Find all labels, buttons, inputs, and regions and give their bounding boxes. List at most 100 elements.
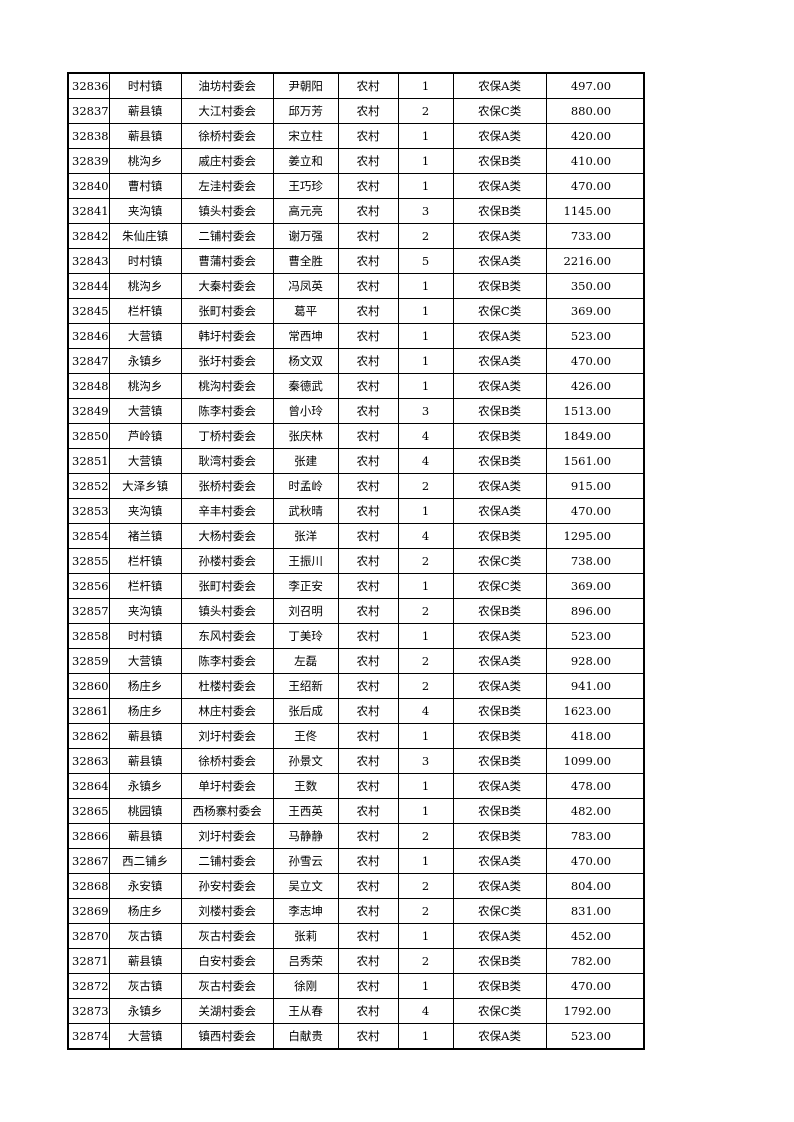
insurance-category-cell: 农保A类 [452, 873, 547, 899]
record-id-cell: 32865 [67, 798, 110, 824]
household-type-cell: 农村 [337, 648, 399, 674]
household-type-cell: 农村 [337, 72, 399, 99]
family-size-cell: 4 [397, 698, 454, 724]
household-type-cell: 农村 [337, 998, 399, 1024]
family-size-cell: 1 [397, 573, 454, 599]
family-size-cell: 1 [397, 798, 454, 824]
person-name-cell: 徐刚 [272, 973, 339, 999]
record-id-cell: 32844 [67, 273, 110, 299]
record-id-cell: 32848 [67, 373, 110, 399]
family-size-cell: 4 [397, 523, 454, 549]
town-cell: 永安镇 [108, 873, 182, 899]
village-committee-cell: 孙楼村委会 [180, 548, 274, 574]
village-committee-cell: 桃沟村委会 [180, 373, 274, 399]
insurance-category-cell: 农保C类 [452, 98, 547, 124]
person-name-cell: 白献贵 [272, 1023, 339, 1050]
household-type-cell: 农村 [337, 223, 399, 249]
record-id-cell: 32853 [67, 498, 110, 524]
amount-cell: 426.00 [545, 373, 645, 399]
household-type-cell: 农村 [337, 148, 399, 174]
table-row: 32856 栏杆镇 张町村委会 李正安 农村 1 农保C类 369.00 [67, 573, 645, 599]
household-type-cell: 农村 [337, 773, 399, 799]
table-row: 32872 灰古镇 灰古村委会 徐刚 农村 1 农保B类 470.00 [67, 973, 645, 999]
village-committee-cell: 油坊村委会 [180, 72, 274, 99]
insurance-category-cell: 农保A类 [452, 173, 547, 199]
village-committee-cell: 张町村委会 [180, 298, 274, 324]
person-name-cell: 姜立和 [272, 148, 339, 174]
village-committee-cell: 孙安村委会 [180, 873, 274, 899]
insurance-category-cell: 农保B类 [452, 198, 547, 224]
table-row: 32869 杨庄乡 刘楼村委会 李志坤 农村 2 农保C类 831.00 [67, 898, 645, 924]
family-size-cell: 2 [397, 648, 454, 674]
village-committee-cell: 刘圩村委会 [180, 823, 274, 849]
table-row: 32846 大营镇 韩圩村委会 常西坤 农村 1 农保A类 523.00 [67, 323, 645, 349]
table-row: 32847 永镇乡 张圩村委会 杨文双 农村 1 农保A类 470.00 [67, 348, 645, 374]
person-name-cell: 吕秀荣 [272, 948, 339, 974]
table-row: 32853 夹沟镇 辛丰村委会 武秋晴 农村 1 农保A类 470.00 [67, 498, 645, 524]
table-row: 32867 西二铺乡 二铺村委会 孙雪云 农村 1 农保A类 470.00 [67, 848, 645, 874]
amount-cell: 782.00 [545, 948, 645, 974]
insurance-category-cell: 农保B类 [452, 423, 547, 449]
person-name-cell: 王数 [272, 773, 339, 799]
family-size-cell: 1 [397, 298, 454, 324]
person-name-cell: 孙景文 [272, 748, 339, 774]
insurance-category-cell: 农保C类 [452, 898, 547, 924]
household-type-cell: 农村 [337, 248, 399, 274]
person-name-cell: 王绍新 [272, 673, 339, 699]
insurance-category-cell: 农保A类 [452, 1023, 547, 1050]
table-row: 32836 时村镇 油坊村委会 尹朝阳 农村 1 农保A类 497.00 [67, 72, 645, 99]
insurance-category-cell: 农保A类 [452, 923, 547, 949]
town-cell: 蕲县镇 [108, 723, 182, 749]
table-row: 32873 永镇乡 关湖村委会 王从春 农村 4 农保C类 1792.00 [67, 998, 645, 1024]
family-size-cell: 2 [397, 473, 454, 499]
amount-cell: 410.00 [545, 148, 645, 174]
amount-cell: 350.00 [545, 273, 645, 299]
town-cell: 桃沟乡 [108, 373, 182, 399]
household-type-cell: 农村 [337, 623, 399, 649]
family-size-cell: 2 [397, 598, 454, 624]
amount-cell: 1099.00 [545, 748, 645, 774]
village-committee-cell: 单圩村委会 [180, 773, 274, 799]
household-type-cell: 农村 [337, 798, 399, 824]
insurance-category-cell: 农保A类 [452, 848, 547, 874]
insurance-category-cell: 农保B类 [452, 398, 547, 424]
amount-cell: 896.00 [545, 598, 645, 624]
table-row: 32858 时村镇 东风村委会 丁美玲 农村 1 农保A类 523.00 [67, 623, 645, 649]
record-id-cell: 32861 [67, 698, 110, 724]
insurance-category-cell: 农保C类 [452, 548, 547, 574]
record-id-cell: 32858 [67, 623, 110, 649]
town-cell: 永镇乡 [108, 773, 182, 799]
family-size-cell: 3 [397, 198, 454, 224]
village-committee-cell: 灰古村委会 [180, 973, 274, 999]
household-type-cell: 农村 [337, 373, 399, 399]
amount-cell: 1295.00 [545, 523, 645, 549]
insurance-category-cell: 农保B类 [452, 273, 547, 299]
town-cell: 曹村镇 [108, 173, 182, 199]
record-id-cell: 32839 [67, 148, 110, 174]
town-cell: 朱仙庄镇 [108, 223, 182, 249]
person-name-cell: 张建 [272, 448, 339, 474]
household-type-cell: 农村 [337, 498, 399, 524]
town-cell: 大营镇 [108, 648, 182, 674]
person-name-cell: 常西坤 [272, 323, 339, 349]
amount-cell: 523.00 [545, 323, 645, 349]
person-name-cell: 时孟岭 [272, 473, 339, 499]
insurance-category-cell: 农保B类 [452, 723, 547, 749]
person-name-cell: 张庆林 [272, 423, 339, 449]
record-id-cell: 32856 [67, 573, 110, 599]
household-type-cell: 农村 [337, 548, 399, 574]
record-id-cell: 32849 [67, 398, 110, 424]
town-cell: 蕲县镇 [108, 123, 182, 149]
amount-cell: 523.00 [545, 1023, 645, 1050]
village-committee-cell: 曹蒲村委会 [180, 248, 274, 274]
table-row: 32857 夹沟镇 镇头村委会 刘召明 农村 2 农保B类 896.00 [67, 598, 645, 624]
person-name-cell: 尹朝阳 [272, 72, 339, 99]
amount-cell: 470.00 [545, 973, 645, 999]
amount-cell: 1561.00 [545, 448, 645, 474]
village-committee-cell: 林庄村委会 [180, 698, 274, 724]
amount-cell: 452.00 [545, 923, 645, 949]
town-cell: 栏杆镇 [108, 298, 182, 324]
family-size-cell: 2 [397, 98, 454, 124]
village-committee-cell: 左洼村委会 [180, 173, 274, 199]
family-size-cell: 1 [397, 773, 454, 799]
